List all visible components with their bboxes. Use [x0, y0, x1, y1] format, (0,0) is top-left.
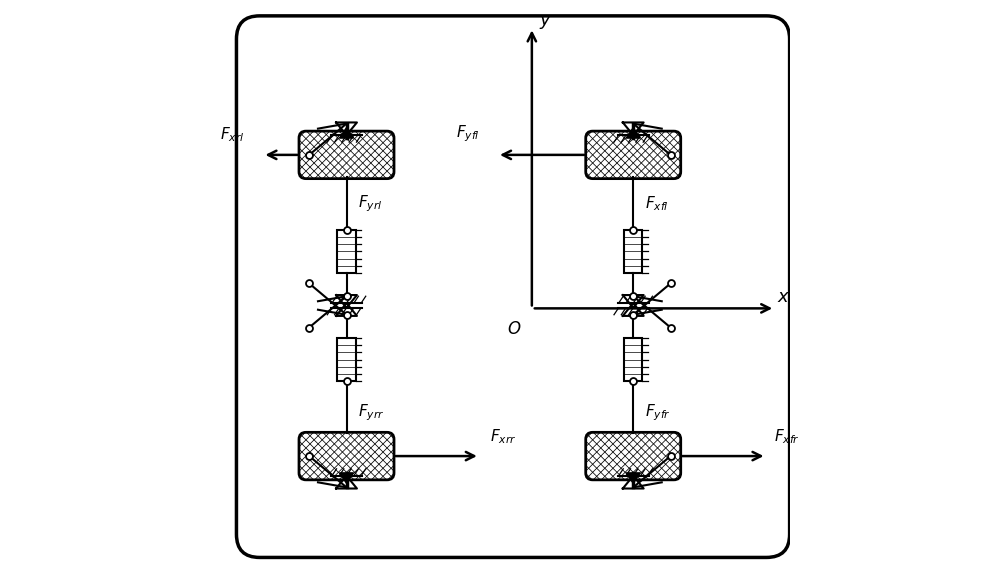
Bar: [337, 230, 356, 273]
Text: $F_{xfl}$: $F_{xfl}$: [645, 195, 669, 214]
Polygon shape: [340, 127, 353, 138]
Polygon shape: [626, 473, 640, 483]
Polygon shape: [340, 473, 353, 483]
Bar: [337, 338, 356, 381]
Bar: [624, 338, 642, 381]
Text: $F_{yfl}$: $F_{yfl}$: [456, 124, 480, 144]
Text: $O$: $O$: [507, 320, 522, 338]
Text: $F_{xrr}$: $F_{xrr}$: [490, 427, 516, 446]
Text: $F_{yfr}$: $F_{yfr}$: [645, 402, 671, 423]
Text: $y$: $y$: [539, 13, 552, 31]
FancyBboxPatch shape: [299, 432, 394, 480]
Text: $x$: $x$: [777, 288, 790, 306]
FancyBboxPatch shape: [586, 131, 681, 179]
Text: $F_{xfr}$: $F_{xfr}$: [774, 427, 800, 446]
Text: $F_{xrl}$: $F_{xrl}$: [220, 126, 245, 144]
Bar: [624, 230, 642, 273]
Polygon shape: [626, 127, 640, 138]
FancyBboxPatch shape: [299, 131, 394, 179]
FancyBboxPatch shape: [586, 432, 681, 480]
Text: $F_{yrr}$: $F_{yrr}$: [358, 402, 384, 423]
Text: $F_{yrl}$: $F_{yrl}$: [358, 194, 382, 214]
